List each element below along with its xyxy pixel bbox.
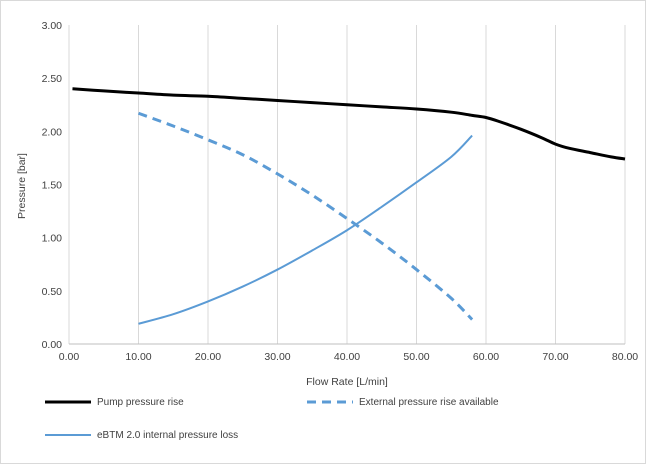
x-tick-label: 40.00 [334,351,360,363]
y-tick-label: 0.50 [42,286,63,298]
legend-label-ebtm-2-0-internal-pressure-loss: eBTM 2.0 internal pressure loss [97,430,238,441]
y-tick-label: 3.00 [42,20,63,32]
x-tick-label: 0.00 [59,351,80,363]
y-axis-title: Pressure [bar] [16,153,28,219]
legend-label-pump-pressure-rise: Pump pressure rise [97,397,184,408]
x-axis-title: Flow Rate [L/min] [306,376,388,388]
x-tick-labels: 0.00 10.00 20.00 30.00 40.00 50.00 60.00 70.00 8… [59,351,639,363]
external-pressure-rise-available-line [137,111,474,321]
x-tick-label: 20.00 [195,351,221,363]
pump-pressure-rise-line [72,87,626,161]
y-tick-label: 2.50 [42,73,63,85]
vertical-gridlines [68,25,626,344]
y-tick-labels: 0.00 0.50 1.00 1.50 2.00 2.50 3.00 [42,20,63,351]
ebtm-2-0-internal-pressure-loss-line [138,134,473,325]
y-tick-label: 2.00 [42,126,63,138]
x-tick-label: 30.00 [264,351,290,363]
x-tick-label: 60.00 [473,351,499,363]
x-tick-label: 50.00 [403,351,429,363]
x-tick-label: 80.00 [612,351,638,363]
legend-label-external-pressure-rise-available: External pressure rise available [359,397,499,408]
legend: Pump pressure rise External pressure rise… [45,397,499,441]
y-tick-label: 0.00 [42,339,63,351]
y-tick-label: 1.00 [42,233,63,245]
series-lines [72,87,626,325]
y-tick-label: 1.50 [42,180,63,192]
x-tick-label: 10.00 [125,351,151,363]
x-tick-label: 70.00 [542,351,568,363]
